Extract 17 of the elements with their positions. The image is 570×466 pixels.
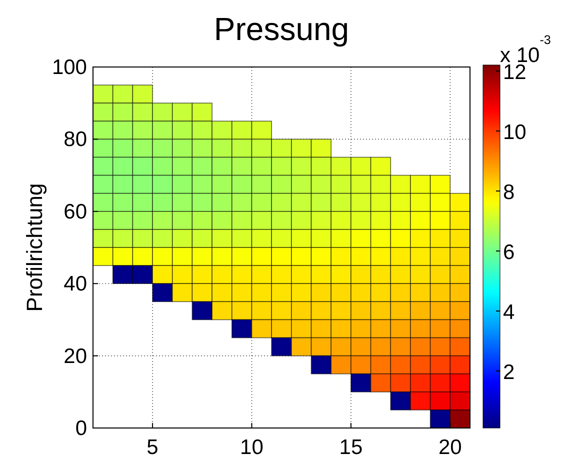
x-tick-label: 15	[339, 436, 363, 459]
color-bar-label: 10	[503, 121, 526, 144]
y-tick-label: 40	[64, 272, 87, 296]
y-tick-label: 20	[64, 344, 87, 368]
y-tick-label: 80	[64, 128, 87, 152]
color-bar-label: 2	[503, 361, 515, 384]
x-tick-label: 20	[438, 436, 462, 459]
y-tick-label: 100	[52, 56, 87, 79]
y-tick-label: 60	[64, 200, 87, 224]
color-bar-label: 6	[503, 241, 515, 264]
chart-title: Pressung	[214, 11, 350, 47]
color-bar-label: 8	[503, 181, 515, 204]
x-tick-label: 10	[240, 436, 264, 459]
y-axis-title: Profilrichtung	[22, 183, 47, 312]
color-bar-label: 4	[503, 301, 515, 324]
y-tick-label: 0	[75, 417, 87, 440]
x-tick-label: 5	[146, 436, 158, 459]
